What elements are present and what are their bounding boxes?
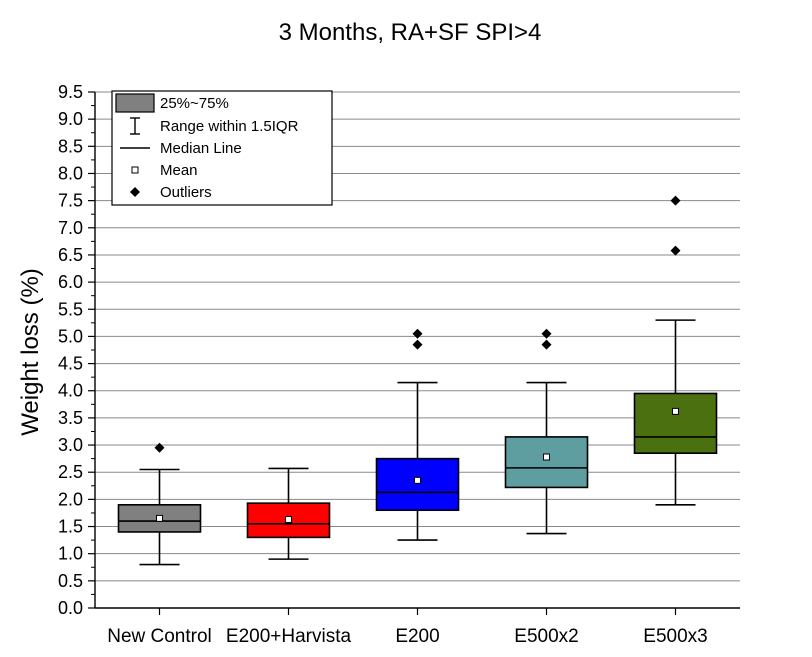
chart-title: 3 Months, RA+SF SPI>4 <box>279 19 542 46</box>
mean-marker <box>672 407 679 415</box>
x-category-label: E200+Harvista <box>226 626 352 647</box>
y-tick-label: 5.0 <box>58 326 83 346</box>
y-tick-label: 7.5 <box>58 191 83 211</box>
y-tick-label: 3.0 <box>58 435 83 455</box>
mean-marker <box>156 514 163 522</box>
legend: 25%~75% Range within 1.5IQR Median Line Mea… <box>111 90 333 206</box>
legend-label: Range within 1.5IQR <box>160 118 299 135</box>
legend-label: Mean <box>160 162 198 179</box>
grid-lines <box>95 91 740 582</box>
x-category-label: E500x3 <box>643 626 707 647</box>
y-tick-label: 4.5 <box>58 354 83 374</box>
mean-marker <box>543 453 550 461</box>
y-tick-label: 1.5 <box>58 517 83 537</box>
box-series <box>117 195 718 566</box>
mean-marker <box>285 515 292 523</box>
outlier-marker <box>154 442 165 453</box>
box-iqr <box>504 436 589 489</box>
legend-label: Outliers <box>160 184 212 201</box>
legend-box-icon <box>115 93 155 113</box>
outlier-marker <box>412 339 423 350</box>
y-tick-label: 5.5 <box>58 299 83 319</box>
y-tick-label: 8.0 <box>58 163 83 183</box>
y-tick-label: 2.5 <box>58 462 83 482</box>
y-tick-label: 6.0 <box>58 272 83 292</box>
legend-mean-icon <box>131 166 139 174</box>
y-tick-label: 9.5 <box>58 82 83 102</box>
y-tick-label: 9.0 <box>58 109 83 129</box>
y-tick-label: 0.0 <box>58 598 83 618</box>
x-category-label: New Control <box>107 626 212 647</box>
legend-label: Median Line <box>160 140 242 157</box>
y-tick-label: 3.5 <box>58 408 83 428</box>
y-tick-label: 6.5 <box>58 245 83 265</box>
outlier-marker <box>670 195 681 206</box>
y-tick-label: 7.0 <box>58 218 83 238</box>
legend-label: 25%~75% <box>160 95 229 112</box>
mean-marker <box>414 476 421 484</box>
box-group <box>504 328 589 535</box>
box-group <box>117 442 202 566</box>
outlier-marker <box>670 245 681 256</box>
legend-outlier-icon <box>130 187 140 197</box>
outlier-marker <box>412 328 423 339</box>
outlier-marker <box>541 328 552 339</box>
y-tick-label: 8.5 <box>58 136 83 156</box>
y-tick-label: 0.5 <box>58 571 83 591</box>
box-group <box>633 195 718 506</box>
x-category-label: E500x2 <box>514 626 578 647</box>
x-category-label: E200 <box>395 626 439 647</box>
box-group <box>246 467 331 560</box>
box-group <box>375 328 460 541</box>
box-iqr <box>375 457 460 512</box>
y-tick-label: 1.0 <box>58 544 83 564</box>
y-axis-label: Weight loss (%) <box>17 268 44 436</box>
outlier-marker <box>541 339 552 350</box>
box-iqr <box>633 392 718 455</box>
y-tick-label: 2.0 <box>58 489 83 509</box>
y-tick-label: 4.0 <box>58 381 83 401</box>
axes: 0.0 0.5 1.0 1.5 2.0 2.5 3.0 3.5 4.0 4.5 5.0 5.5 6.0 6… <box>58 82 740 647</box>
